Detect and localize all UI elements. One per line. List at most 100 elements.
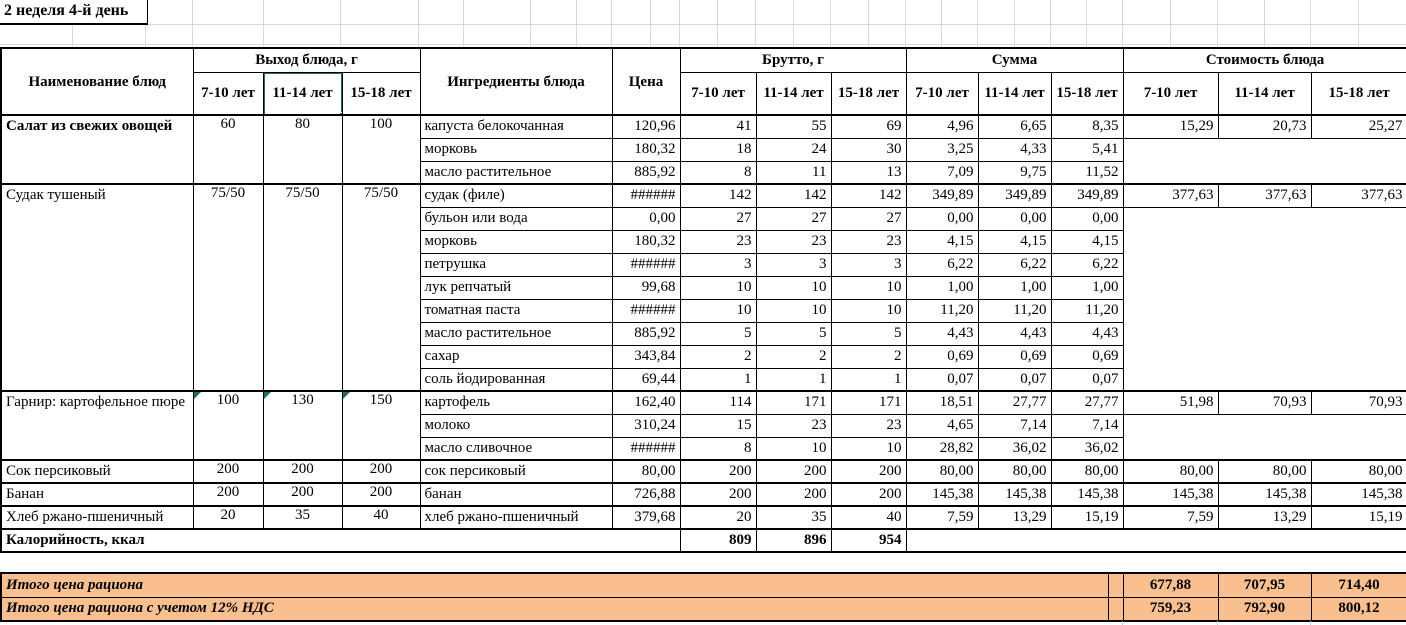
empty-cell[interactable] (1122, 137, 1406, 185)
sum-cell[interactable]: 0,69 (1050, 344, 1124, 369)
sum-cell[interactable]: 15,19 (1050, 505, 1124, 530)
price-cell[interactable]: 885,92 (611, 321, 681, 346)
gross-cell[interactable]: 1 (755, 367, 832, 392)
output-cell[interactable]: 100 (192, 390, 264, 461)
ingredient-cell[interactable]: сок персиковый (419, 459, 613, 484)
header-cost-group[interactable]: Стоимость блюда (1122, 47, 1406, 73)
output-cell[interactable]: 100 (341, 114, 421, 185)
sum-cell[interactable]: 8,35 (1050, 114, 1124, 139)
sum-cell[interactable]: 11,52 (1050, 160, 1124, 185)
sum-cell[interactable]: 1,00 (1050, 275, 1124, 300)
sum-cell[interactable]: 4,43 (1050, 321, 1124, 346)
gross-cell[interactable]: 10 (830, 436, 907, 461)
empty-cell[interactable] (905, 528, 1406, 553)
cost-cell[interactable]: 80,00 (1310, 459, 1406, 484)
output-cell[interactable]: 75/50 (262, 183, 343, 392)
gross-cell[interactable]: 10 (755, 436, 832, 461)
ingredient-cell[interactable]: соль йодированная (419, 367, 613, 392)
gross-cell[interactable]: 10 (830, 275, 907, 300)
sum-cell[interactable]: 36,02 (1050, 436, 1124, 461)
sum-cell[interactable]: 6,65 (977, 114, 1052, 139)
gross-cell[interactable]: 10 (755, 298, 832, 323)
calories-value-cell[interactable]: 896 (755, 528, 832, 553)
gross-cell[interactable]: 3 (755, 252, 832, 277)
sum-cell[interactable]: 11,20 (977, 298, 1052, 323)
ingredient-cell[interactable]: масло растительное (419, 321, 613, 346)
gross-cell[interactable]: 35 (755, 505, 832, 530)
sum-cell[interactable]: 4,65 (905, 413, 979, 438)
sum-cell[interactable]: 0,00 (905, 206, 979, 231)
sum-cell[interactable]: 80,00 (977, 459, 1052, 484)
gross-cell[interactable]: 142 (755, 183, 832, 208)
sum-cell[interactable]: 11,20 (905, 298, 979, 323)
gross-cell[interactable]: 10 (679, 275, 757, 300)
sum-cell[interactable]: 349,89 (1050, 183, 1124, 208)
dish-name-cell[interactable]: Хлеб ржано-пшеничный (0, 505, 194, 530)
sum-cell[interactable]: 1,00 (905, 275, 979, 300)
ingredient-cell[interactable]: капуста белокочанная (419, 114, 613, 139)
gross-cell[interactable]: 2 (755, 344, 832, 369)
sum-cell[interactable]: 4,96 (905, 114, 979, 139)
gross-cell[interactable]: 27 (830, 206, 907, 231)
header-output-age-1[interactable]: 7-10 лет (192, 71, 264, 116)
sum-cell[interactable]: 145,38 (977, 482, 1052, 507)
price-cell[interactable]: 120,96 (611, 114, 681, 139)
gross-cell[interactable]: 200 (679, 482, 757, 507)
sum-cell[interactable]: 27,77 (1050, 390, 1124, 415)
cost-cell[interactable]: 377,63 (1310, 183, 1406, 207)
output-cell[interactable]: 20 (192, 505, 264, 530)
sum-cell[interactable]: 7,09 (905, 160, 979, 185)
price-cell[interactable]: 80,00 (611, 459, 681, 484)
ingredient-cell[interactable]: сахар (419, 344, 613, 369)
gross-cell[interactable]: 200 (830, 459, 907, 484)
header-gross-age-1[interactable]: 7-10 лет (679, 71, 757, 116)
gross-cell[interactable]: 55 (755, 114, 832, 139)
sum-cell[interactable]: 145,38 (905, 482, 979, 507)
ingredient-cell[interactable]: банан (419, 482, 613, 507)
header-gross-age-2[interactable]: 11-14 лет (755, 71, 832, 116)
total-value-cell[interactable]: 714,40 (1310, 572, 1406, 598)
gross-cell[interactable]: 3 (679, 252, 757, 277)
gross-cell[interactable]: 1 (830, 367, 907, 392)
gross-cell[interactable]: 5 (830, 321, 907, 346)
cost-cell[interactable]: 15,19 (1310, 505, 1406, 530)
sum-cell[interactable]: 27,77 (977, 390, 1052, 415)
gross-cell[interactable]: 171 (755, 390, 832, 415)
gross-cell[interactable]: 18 (679, 137, 757, 162)
dish-name-cell[interactable]: Салат из свежих овощей (0, 114, 194, 185)
gross-cell[interactable]: 200 (755, 482, 832, 507)
calories-value-cell[interactable]: 954 (830, 528, 907, 553)
header-price[interactable]: Цена (611, 47, 681, 116)
sum-cell[interactable]: 3,25 (905, 137, 979, 162)
output-cell[interactable]: 200 (192, 482, 264, 507)
gross-cell[interactable]: 23 (755, 413, 832, 438)
dish-name-cell[interactable]: Сок персиковый (0, 459, 194, 484)
sum-cell[interactable]: 7,14 (977, 413, 1052, 438)
cost-cell[interactable]: 13,29 (1217, 505, 1312, 530)
total-with-vat-value-cell[interactable]: 800,12 (1310, 596, 1406, 622)
sum-cell[interactable]: 9,75 (977, 160, 1052, 185)
sum-cell[interactable]: 4,33 (977, 137, 1052, 162)
cost-cell[interactable]: 145,38 (1310, 482, 1406, 507)
price-cell[interactable]: 180,32 (611, 229, 681, 254)
cost-cell[interactable]: 145,38 (1217, 482, 1312, 507)
header-output-group[interactable]: Выход блюда, г (192, 47, 421, 73)
sum-cell[interactable]: 0,00 (977, 206, 1052, 231)
sum-cell[interactable]: 11,20 (1050, 298, 1124, 323)
ingredient-cell[interactable]: лук репчатый (419, 275, 613, 300)
gross-cell[interactable]: 15 (679, 413, 757, 438)
cost-cell[interactable]: 51,98 (1122, 390, 1219, 414)
sum-cell[interactable]: 0,69 (977, 344, 1052, 369)
gross-cell[interactable]: 8 (679, 436, 757, 461)
sum-cell[interactable]: 0,07 (905, 367, 979, 392)
cost-cell[interactable]: 145,38 (1122, 482, 1219, 507)
output-cell[interactable]: 130 (262, 390, 343, 461)
dish-name-cell[interactable]: Судак тушеный (0, 183, 194, 392)
sum-cell[interactable]: 4,43 (977, 321, 1052, 346)
sum-cell[interactable]: 349,89 (977, 183, 1052, 208)
header-sum-age-1[interactable]: 7-10 лет (905, 71, 979, 116)
gross-cell[interactable]: 41 (679, 114, 757, 139)
gross-cell[interactable]: 13 (830, 160, 907, 185)
ingredient-cell[interactable]: морковь (419, 229, 613, 254)
cost-cell[interactable]: 20,73 (1217, 114, 1312, 138)
